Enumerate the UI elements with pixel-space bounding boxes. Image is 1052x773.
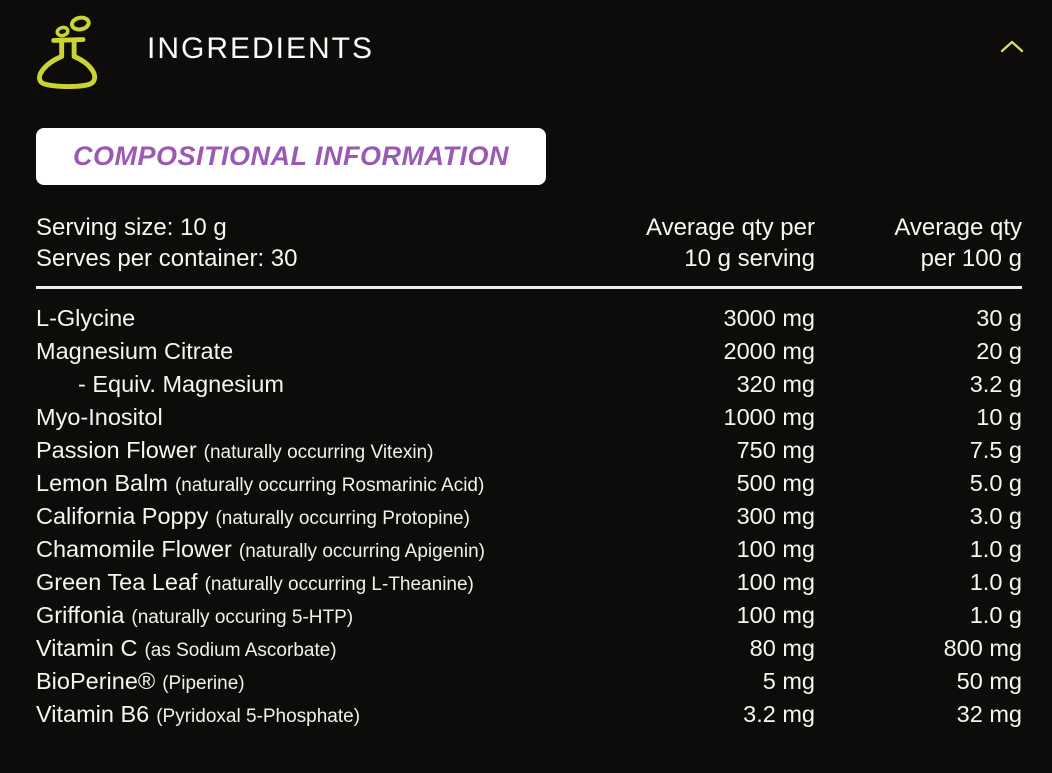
serves-per-container-label: Serves per container: 30 bbox=[36, 245, 298, 272]
ingredient-note: (naturally occuring 5-HTP) bbox=[131, 607, 354, 628]
qty-per-serving: 320 mg bbox=[736, 371, 815, 397]
ingredient-note: (naturally occurring Protopine) bbox=[215, 508, 470, 529]
flask-icon bbox=[27, 9, 107, 95]
ingredient-name: Vitamin C bbox=[36, 635, 138, 661]
qty-per-100g: 10 g bbox=[976, 404, 1022, 430]
ingredient-row: California Poppy (naturally occurring Pro… bbox=[36, 500, 1022, 533]
ingredient-row: Griffonia (naturally occuring 5-HTP) 100 … bbox=[36, 599, 1022, 632]
ingredient-name: Lemon Balm bbox=[36, 470, 168, 496]
ingredient-name: Vitamin B6 bbox=[36, 701, 150, 727]
ingredient-note: (Piperine) bbox=[162, 673, 245, 694]
ingredient-row: L-Glycine 3000 mg 30 g bbox=[36, 302, 1022, 335]
ingredient-note: (naturally occurring Rosmarinic Acid) bbox=[174, 475, 485, 496]
qty-per-100g: 3.2 g bbox=[969, 371, 1022, 397]
ingredient-name: Chamomile Flower bbox=[36, 536, 232, 562]
column-header-per-serving: Average qty per 10 g serving bbox=[646, 214, 815, 272]
qty-per-100g: 50 mg bbox=[956, 668, 1022, 694]
qty-per-serving: 100 mg bbox=[736, 569, 815, 595]
ingredient-row: Vitamin B6 (Pyridoxal 5-Phosphate) 3.2 mg… bbox=[36, 698, 1022, 731]
qty-per-100g: 7.5 g bbox=[969, 437, 1022, 463]
ingredient-row: Lemon Balm (naturally occurring Rosmarini… bbox=[36, 467, 1022, 500]
ingredient-name: BioPerine® bbox=[36, 668, 156, 694]
qty-per-100g: 32 mg bbox=[956, 701, 1022, 727]
table-header: Serving size: 10 g Serves per container:… bbox=[36, 212, 1022, 274]
ingredient-row: Chamomile Flower (naturally occurring Api… bbox=[36, 533, 1022, 566]
serving-size-label: Serving size: 10 g bbox=[36, 214, 227, 241]
ingredient-name: L-Glycine bbox=[36, 305, 136, 331]
ingredient-name: Magnesium Citrate bbox=[36, 338, 234, 364]
qty-per-serving: 3000 mg bbox=[723, 305, 815, 331]
ingredient-row: Magnesium Citrate 2000 mg 20 g bbox=[36, 335, 1022, 368]
chevron-up-icon[interactable] bbox=[994, 28, 1030, 64]
qty-per-100g: 20 g bbox=[976, 338, 1022, 364]
ingredient-row: Passion Flower (naturally occurring Vitex… bbox=[36, 434, 1022, 467]
qty-per-100g: 5.0 g bbox=[969, 470, 1022, 496]
ingredient-name: Myo-Inositol bbox=[36, 404, 163, 430]
ingredients-header: INGREDIENTS bbox=[0, 0, 1052, 97]
column-header-per-100g: Average qty per 100 g bbox=[894, 214, 1022, 272]
qty-per-100g: 1.0 g bbox=[969, 569, 1022, 595]
ingredient-note: (naturally occurring Apigenin) bbox=[238, 541, 485, 562]
ingredient-rows: L-Glycine 3000 mg 30 g Magnesium Citrate… bbox=[36, 302, 1022, 731]
ingredient-row: - Equiv. Magnesium 320 mg 3.2 g bbox=[36, 368, 1022, 401]
serving-info: Serving size: 10 g Serves per container:… bbox=[36, 212, 615, 274]
qty-per-serving: 1000 mg bbox=[723, 404, 815, 430]
qty-per-100g: 30 g bbox=[976, 305, 1022, 331]
ingredient-name: Griffonia bbox=[36, 602, 125, 628]
qty-per-serving: 3.2 mg bbox=[743, 701, 815, 727]
qty-per-100g: 800 mg bbox=[943, 635, 1022, 661]
qty-per-100g: 1.0 g bbox=[969, 536, 1022, 562]
compositional-information-badge: COMPOSITIONAL INFORMATION bbox=[36, 128, 546, 185]
qty-per-100g: 3.0 g bbox=[969, 503, 1022, 529]
ingredient-note: (as Sodium Ascorbate) bbox=[144, 640, 337, 661]
compositional-information-label: COMPOSITIONAL INFORMATION bbox=[73, 141, 509, 171]
ingredient-note: (naturally occurring L-Theanine) bbox=[204, 574, 474, 595]
ingredient-row: Vitamin C (as Sodium Ascorbate) 80 mg 800… bbox=[36, 632, 1022, 665]
qty-per-serving: 2000 mg bbox=[723, 338, 815, 364]
ingredient-note: (naturally occurring Vitexin) bbox=[203, 442, 434, 463]
ingredient-name: Passion Flower bbox=[36, 437, 197, 463]
qty-per-serving: 500 mg bbox=[736, 470, 815, 496]
ingredient-row: BioPerine® (Piperine) 5 mg 50 mg bbox=[36, 665, 1022, 698]
qty-per-serving: 100 mg bbox=[736, 536, 815, 562]
ingredients-content: COMPOSITIONAL INFORMATION Serving size: … bbox=[0, 128, 1052, 731]
ingredient-row: Myo-Inositol 1000 mg 10 g bbox=[36, 401, 1022, 434]
qty-per-serving: 750 mg bbox=[736, 437, 815, 463]
ingredient-note: (Pyridoxal 5-Phosphate) bbox=[156, 706, 361, 727]
qty-per-serving: 100 mg bbox=[736, 602, 815, 628]
ingredient-name: California Poppy bbox=[36, 503, 209, 529]
ingredient-row: Green Tea Leaf (naturally occurring L-The… bbox=[36, 566, 1022, 599]
ingredient-name: Green Tea Leaf bbox=[36, 569, 198, 595]
qty-per-serving: 5 mg bbox=[762, 668, 815, 694]
ingredient-name: - Equiv. Magnesium bbox=[78, 371, 284, 397]
header-divider bbox=[36, 286, 1022, 289]
qty-per-100g: 1.0 g bbox=[969, 602, 1022, 628]
qty-per-serving: 300 mg bbox=[736, 503, 815, 529]
qty-per-serving: 80 mg bbox=[749, 635, 815, 661]
page-title: INGREDIENTS bbox=[147, 31, 375, 65]
